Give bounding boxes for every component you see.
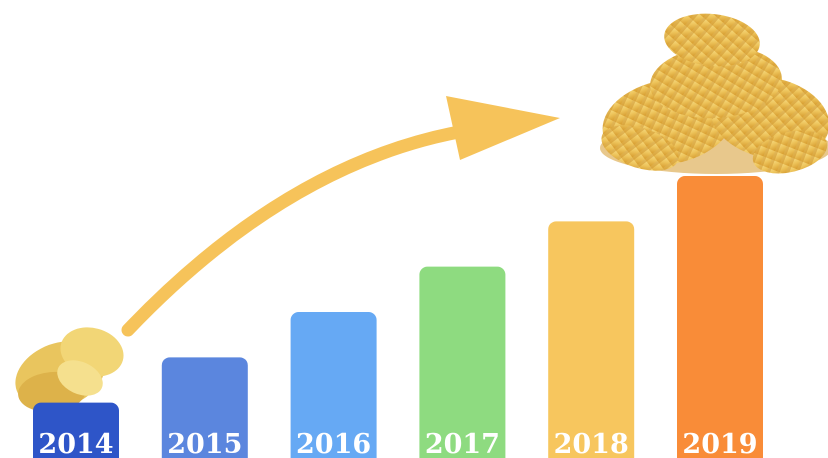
bar-2015 (161, 357, 248, 458)
bar-2014 (33, 402, 119, 458)
year-label-2016: 2016 (296, 429, 371, 458)
bar-2017 (419, 266, 506, 458)
year-label-2015: 2015 (167, 429, 242, 458)
bar-2018 (548, 221, 635, 458)
year-label-2017: 2017 (425, 429, 500, 458)
year-label-2019: 2019 (682, 429, 757, 458)
chips-small-icon (15, 327, 124, 413)
year-label-2014: 2014 (38, 429, 113, 458)
bar-2019 (677, 176, 763, 458)
chips-pile-icon (600, 13, 828, 174)
year-label-2018: 2018 (554, 429, 629, 458)
growth-arrow (121, 96, 560, 337)
bars-layer: 2014 2015 2016 2017 2018 2019 (33, 176, 763, 458)
bar-2016 (290, 312, 377, 458)
